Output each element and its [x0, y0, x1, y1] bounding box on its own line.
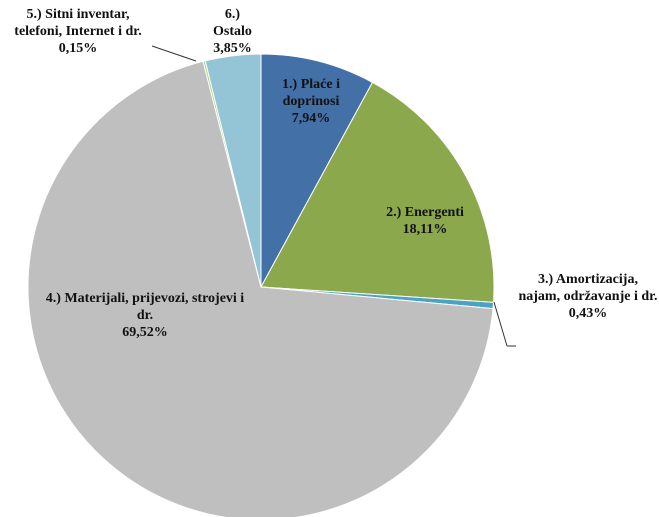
pie-slice	[27, 60, 494, 517]
value-label: 0,43%	[568, 306, 608, 321]
category-label: 4.) Materijali, prijevozi, strojevi i dr…	[45, 291, 245, 323]
category-label: 1.) Plaće i doprinosi	[282, 77, 340, 109]
slice-label: 3.) Amortizacija, najam, održavanje i dr…	[517, 271, 659, 322]
pie-slice	[260, 81, 495, 303]
category-label: 6.) Ostalo	[213, 7, 252, 39]
leader-line	[151, 45, 197, 62]
value-label: 69,52%	[122, 325, 168, 340]
category-label: 5.) Sitni inventar, telefoni, Internet i…	[14, 7, 142, 39]
pie-slice	[204, 53, 262, 288]
category-label: 3.) Amortizacija, najam, održavanje i dr…	[518, 272, 658, 304]
pie-slice	[260, 53, 374, 288]
slice-label: 4.) Materijali, prijevozi, strojevi i dr…	[45, 290, 245, 341]
value-label: 0,15%	[58, 41, 98, 56]
value-label: 18,11%	[402, 222, 448, 237]
slice-label: 6.) Ostalo 3,85%	[205, 6, 260, 57]
category-label: 2.) Energenti	[386, 205, 464, 220]
slice-label: 5.) Sitni inventar, telefoni, Internet i…	[2, 6, 154, 57]
value-label: 7,94%	[291, 111, 331, 126]
slice-label: 1.) Plaće i doprinosi 7,94%	[266, 76, 356, 127]
slice-label: 2.) Energenti 18,11%	[355, 204, 495, 238]
value-label: 3,85%	[213, 41, 252, 56]
leader-line	[493, 301, 508, 347]
